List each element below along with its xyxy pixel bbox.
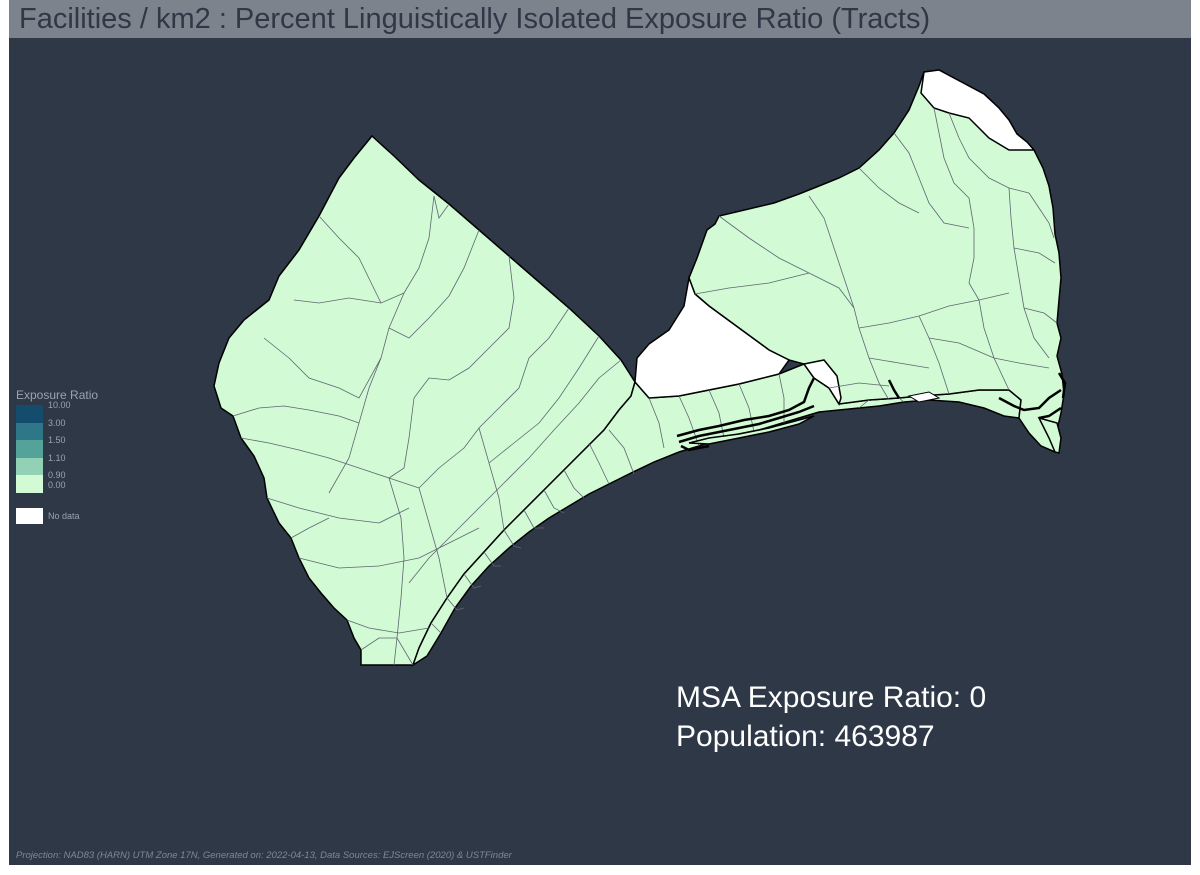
legend-class-3: 1.50 [16, 435, 136, 458]
map-title: Facilities / km2 : Percent Linguisticall… [19, 3, 931, 35]
population: Population: 463987 [676, 720, 935, 753]
legend-title: Exposure Ratio [16, 388, 99, 402]
nodata-tract-northeast [920, 69, 1036, 151]
legend-swatch [16, 440, 43, 458]
legend-label: 0.90 [48, 470, 66, 480]
legend-label: 1.10 [48, 452, 66, 463]
legend-swatch [16, 405, 43, 423]
legend-label: 10.00 [48, 400, 71, 410]
legend-swatch [16, 507, 43, 524]
legend-class-4: 1.10 [16, 453, 136, 475]
legend-class-5: 0.90 0.00 [16, 470, 136, 493]
footer-credits: Projection: NAD83 (HARN) UTM Zone 17N, G… [16, 850, 512, 861]
barrier-islands [688, 415, 1062, 454]
stats-panel: MSA Exposure Ratio: 0 Population: 463987 [676, 678, 986, 756]
title-bar: Facilities / km2 : Percent Linguisticall… [9, 0, 1191, 38]
map-frame: Facilities / km2 : Percent Linguisticall… [9, 0, 1191, 865]
map-canvas [213, 69, 1067, 667]
nodata-tract-coast [907, 391, 941, 403]
legend-class-2: 3.00 [16, 418, 136, 440]
legend-label: No data [48, 510, 80, 521]
legend-swatch [16, 422, 43, 440]
legend-class-1: 10.00 [16, 400, 136, 423]
legend-swatch [16, 457, 43, 475]
legend-nodata: No data [16, 507, 136, 524]
tract-boundaries-east [694, 107, 1058, 401]
legend: Exposure Ratio 10.00 3.00 1.50 1.10 0.90… [16, 388, 136, 524]
tract-boundaries-west [232, 195, 622, 666]
legend-swatch [16, 475, 43, 493]
legend-label: 1.50 [48, 435, 66, 445]
nodata-tract-middle [802, 359, 842, 406]
legend-bottom-label: 0.00 [48, 480, 66, 490]
coastline-detail [676, 372, 1067, 452]
west-region [213, 134, 636, 666]
msa-exposure-ratio: MSA Exposure Ratio: 0 [676, 681, 987, 714]
legend-label: 3.00 [48, 417, 66, 428]
